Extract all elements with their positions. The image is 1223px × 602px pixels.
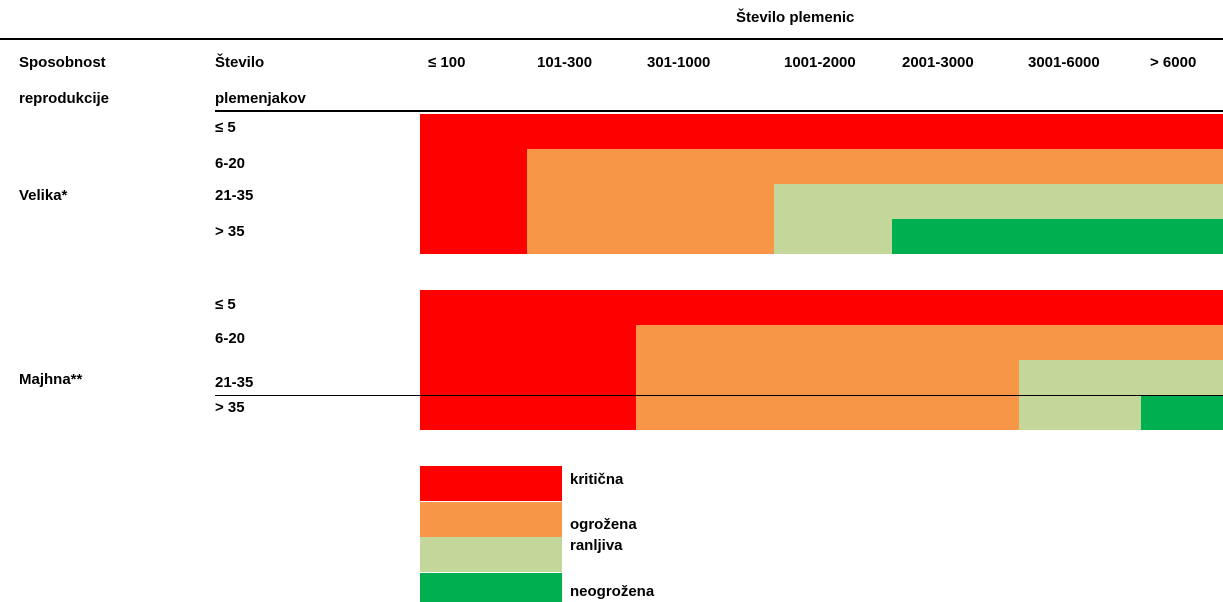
cell-critical: [420, 325, 636, 360]
legend-swatch-critical: [420, 466, 562, 501]
legend-label: neogrožena: [570, 583, 655, 600]
cell-vulnerable: [774, 219, 892, 254]
cell-critical: [420, 149, 527, 184]
breeding-males-header: Število: [215, 54, 265, 71]
row-label: > 35: [215, 223, 245, 240]
cell-vulnerable: [1019, 360, 1223, 395]
cell-critical: [420, 114, 1223, 149]
column-label: 301-1000: [647, 54, 711, 71]
header-bottom-rule: [215, 110, 1223, 112]
header-top-rule: [0, 38, 1223, 40]
column-label: 3001-6000: [1028, 54, 1100, 71]
legend-label: ranljiva: [570, 537, 623, 554]
row-label: ≤ 5: [215, 119, 236, 136]
legend-swatch-vulnerable: [420, 537, 562, 572]
cell-endangered: [527, 219, 774, 254]
column-label: 101-300: [537, 54, 593, 71]
cell-endangered: [636, 325, 1223, 360]
row-label: > 35: [215, 399, 245, 416]
breeding-males-header-line2: plemenjakov: [215, 90, 306, 107]
row-label: 21-35: [215, 187, 254, 204]
cell-endangered: [636, 395, 1019, 430]
cell-not-endangered: [1141, 395, 1223, 430]
legend-swatch-endangered: [420, 502, 562, 537]
cell-vulnerable: [1019, 395, 1141, 430]
row-label: 6-20: [215, 330, 246, 347]
cell-critical: [420, 360, 636, 395]
row-label: 6-20: [215, 155, 246, 172]
table-bottom-rule: [215, 395, 1223, 396]
cell-endangered: [527, 149, 1223, 184]
breeding-females-header: Število plemenic: [736, 9, 855, 26]
cell-critical: [420, 219, 527, 254]
column-label: 1001-2000: [784, 54, 856, 71]
cell-not-endangered: [892, 219, 1223, 254]
legend-label: kritična: [570, 471, 624, 488]
row-label: ≤ 5: [215, 296, 236, 313]
column-label: 2001-3000: [902, 54, 974, 71]
cell-vulnerable: [774, 184, 1223, 219]
cell-critical: [420, 395, 636, 430]
cell-endangered: [636, 360, 1019, 395]
cell-endangered: [527, 184, 774, 219]
legend-swatch-not-endangered: [420, 573, 562, 602]
cell-critical: [420, 184, 527, 219]
reproduction-ability-header: Sposobnost: [19, 54, 106, 71]
reproduction-ability-header-line2: reprodukcije: [19, 90, 110, 107]
column-label: > 6000: [1150, 54, 1197, 71]
row-label: 21-35: [215, 374, 254, 391]
group-label-majhna: Majhna**: [19, 371, 83, 388]
column-label: ≤ 100: [428, 54, 466, 71]
legend-label: ogrožena: [570, 516, 637, 533]
group-label-velika: Velika*: [19, 187, 68, 204]
cell-critical: [420, 290, 1223, 325]
